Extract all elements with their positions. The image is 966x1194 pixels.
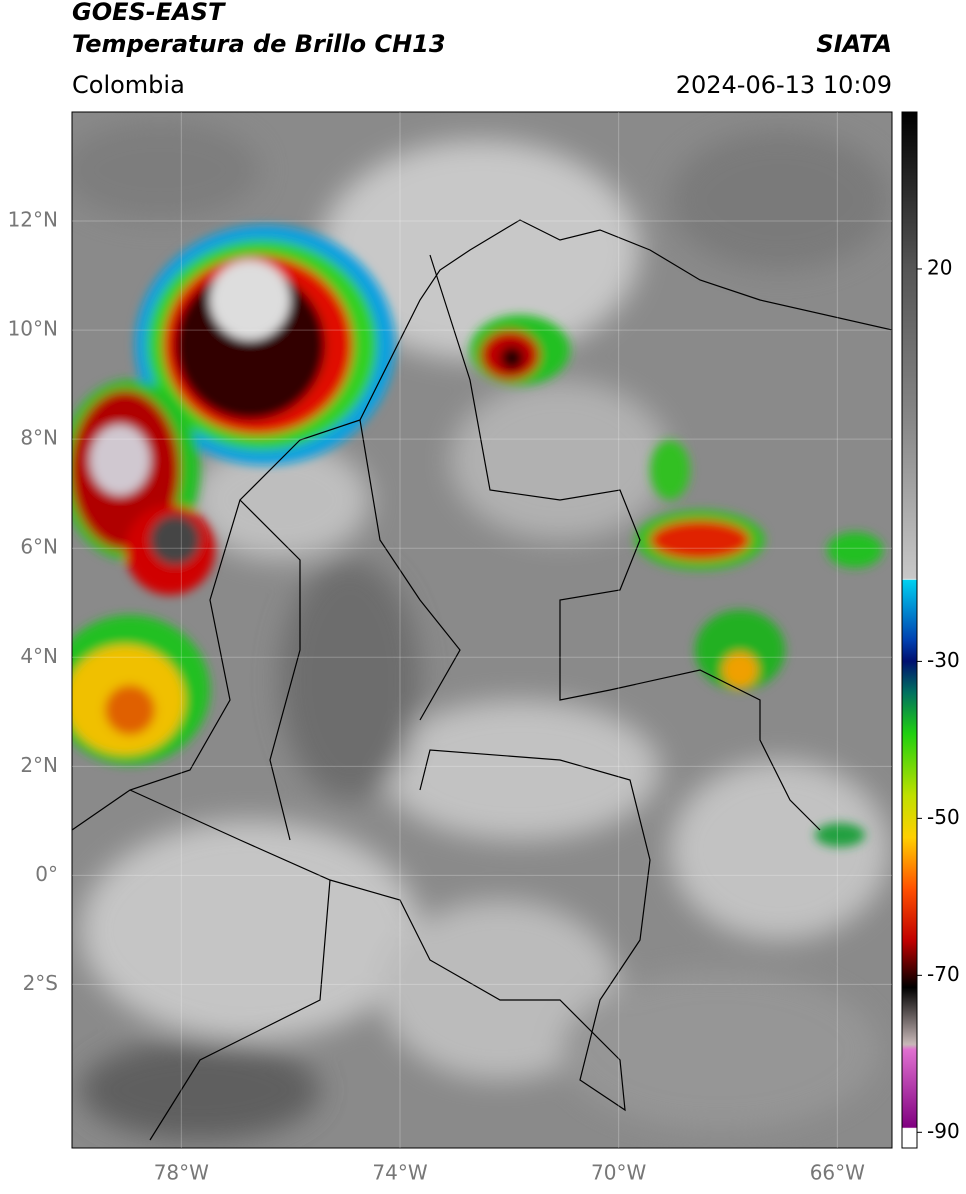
lat-tick-label: 4°N [20, 644, 58, 668]
colorbar-tick-label: -50 [927, 805, 960, 829]
subtitle: Temperatura de Brillo CH13 [72, 30, 446, 58]
lat-tick-label: 12°N [8, 208, 58, 232]
satellite-image [72, 112, 892, 1148]
colorbar-tick-label: 20 [927, 255, 952, 279]
colorbar-tick-label: -90 [927, 1119, 960, 1143]
lat-tick-label: 2°N [20, 753, 58, 777]
title: GOES-EAST [72, 0, 226, 26]
lat-tick-label: 2°S [23, 971, 58, 995]
colorbar-tick-label: -70 [927, 962, 960, 986]
lat-tick-label: 0° [35, 862, 58, 886]
region: Colombia [72, 71, 185, 99]
lat-tick-label: 10°N [8, 317, 58, 341]
lon-tick-label: 74°W [372, 1161, 427, 1185]
datetime: 2024-06-13 10:09 [676, 71, 892, 99]
colorbar-tick-label: -30 [927, 648, 960, 672]
colorbar [901, 111, 918, 1149]
lon-tick-label: 70°W [591, 1161, 646, 1185]
source: SIATA [816, 30, 892, 58]
lon-tick-label: 66°W [810, 1161, 865, 1185]
lat-tick-label: 6°N [20, 535, 58, 559]
map-frame [71, 111, 893, 1149]
lon-tick-label: 78°W [154, 1161, 209, 1185]
lat-tick-label: 8°N [20, 426, 58, 450]
